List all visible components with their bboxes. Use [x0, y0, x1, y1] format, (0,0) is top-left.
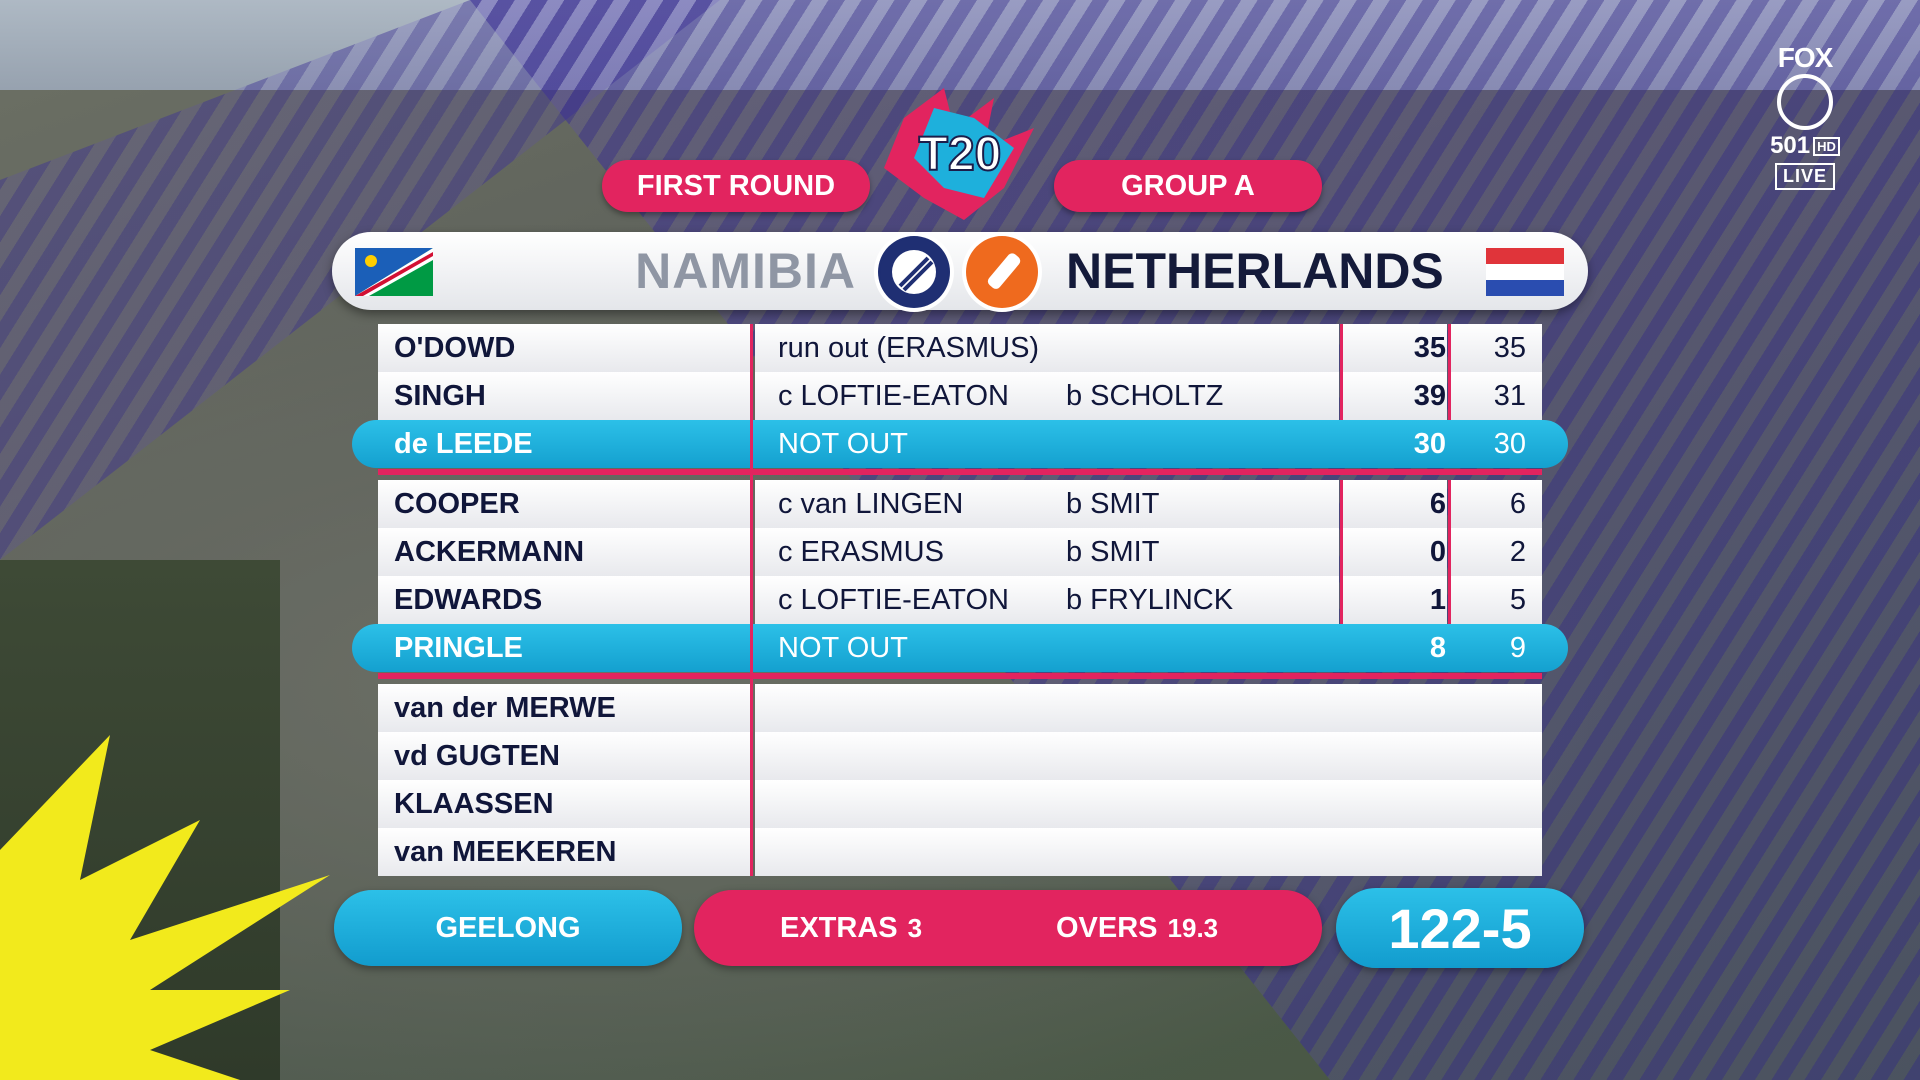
broadcaster-brand: FOX: [1777, 42, 1834, 73]
netherlands-flag-icon: [1486, 248, 1564, 296]
dismissal: c van LINGEN: [778, 488, 964, 520]
batting-bat-icon: [966, 236, 1038, 308]
balls: 6: [1509, 488, 1526, 520]
column-divider: [750, 324, 753, 876]
batting-scorecard: O'DOWD run out (ERASMUS) 35 35 SINGH c L…: [352, 324, 1568, 876]
runs: 35: [1413, 332, 1446, 364]
runs: 0: [1429, 536, 1446, 568]
batter-row: ACKERMANN c ERASMUS b SMIT 0 2: [378, 528, 1542, 576]
batter-row-yet-to-bat: van der MERWE: [378, 684, 1542, 732]
yellow-burst-graphic: [0, 735, 330, 1080]
overs-label: OVERS: [1056, 912, 1158, 944]
dismissal: NOT OUT: [778, 428, 908, 460]
bowler: b FRYLINCK: [1066, 584, 1234, 616]
runs: 30: [1413, 428, 1446, 460]
venue-label: GEELONG: [334, 890, 682, 966]
t20-logo-text: T20: [919, 128, 1002, 181]
batter-row-not-out: de LEEDE NOT OUT 30 30: [352, 420, 1568, 468]
bowling-ball-icon: [878, 236, 950, 308]
extras: EXTRAS 3: [780, 890, 922, 966]
balls: 2: [1509, 536, 1526, 568]
batter-name: EDWARDS: [394, 584, 543, 616]
teams-bar: [332, 232, 1588, 310]
bowler: b SCHOLTZ: [1066, 380, 1224, 412]
column-divider: [1340, 324, 1343, 420]
batter-name: PRINGLE: [394, 632, 523, 664]
column-divider: [1448, 324, 1451, 420]
extras-overs-bar: EXTRAS 3 OVERS 19.3: [694, 890, 1322, 966]
batter-name: COOPER: [394, 488, 520, 520]
batter-name: de LEEDE: [394, 428, 533, 460]
batter-name: ACKERMANN: [394, 536, 585, 568]
group-label: GROUP A: [1054, 160, 1322, 212]
runs: 1: [1429, 584, 1446, 616]
extras-value: 3: [907, 913, 923, 943]
t20-world-cup-logo: T20: [884, 88, 1034, 220]
batter-name: KLAASSEN: [394, 788, 554, 820]
batter-row-yet-to-bat: KLAASSEN: [378, 780, 1542, 828]
team-namibia: NAMIBIA: [635, 243, 856, 299]
batter-name: van MEEKEREN: [394, 836, 617, 868]
namibia-flag-icon: [355, 248, 433, 296]
dismissal: c LOFTIE-EATON: [778, 380, 1009, 412]
batter-row: SINGH c LOFTIE-EATON b SCHOLTZ 39 31: [378, 372, 1542, 420]
bowler: b SMIT: [1066, 488, 1160, 520]
batter-row: O'DOWD run out (ERASMUS) 35 35: [378, 324, 1542, 372]
balls: 9: [1509, 632, 1526, 664]
batter-row: COOPER c van LINGEN b SMIT 6 6: [378, 480, 1542, 528]
team-netherlands: NETHERLANDS: [1066, 243, 1444, 299]
runs: 8: [1429, 632, 1446, 664]
dismissal: run out (ERASMUS): [778, 332, 1040, 364]
extras-label: EXTRAS: [780, 912, 898, 944]
balls: 5: [1509, 584, 1526, 616]
column-divider: [1340, 480, 1343, 624]
broadcaster-logo: FOX 501 HD LIVE: [1760, 44, 1850, 190]
channel-number: 501 HD: [1760, 134, 1850, 159]
team-total-score: 122-5: [1336, 888, 1584, 968]
batter-row-yet-to-bat: vd GUGTEN: [378, 732, 1542, 780]
batter-name: SINGH: [394, 380, 486, 412]
dismissal: NOT OUT: [778, 632, 908, 664]
batter-name: vd GUGTEN: [394, 740, 560, 772]
dismissal: c LOFTIE-EATON: [778, 584, 1009, 616]
batter-row-not-out: PRINGLE NOT OUT 8 9: [352, 624, 1568, 672]
batter-row-yet-to-bat: van MEEKEREN: [378, 828, 1542, 876]
balls: 30: [1493, 428, 1526, 460]
channel-number-text: 501: [1770, 132, 1811, 159]
bowler: b SMIT: [1066, 536, 1160, 568]
balls: 35: [1493, 332, 1526, 364]
overs-value: 19.3: [1167, 913, 1219, 943]
dismissal: c ERASMUS: [778, 536, 944, 568]
overs: OVERS 19.3: [1056, 890, 1218, 966]
live-badge: LIVE: [1774, 162, 1835, 190]
runs: 6: [1429, 488, 1446, 520]
balls: 31: [1493, 380, 1526, 412]
row-separator: [378, 469, 1542, 475]
cricket-ball-icon: [1777, 74, 1833, 130]
runs: 39: [1413, 380, 1446, 412]
batter-name: O'DOWD: [394, 332, 516, 364]
round-label: FIRST ROUND: [602, 160, 870, 212]
batter-row: EDWARDS c LOFTIE-EATON b FRYLINCK 1 5: [378, 576, 1542, 624]
row-separator: [378, 673, 1542, 679]
batter-name: van der MERWE: [394, 692, 616, 724]
hd-badge: HD: [1813, 136, 1840, 156]
column-divider: [1448, 480, 1451, 624]
